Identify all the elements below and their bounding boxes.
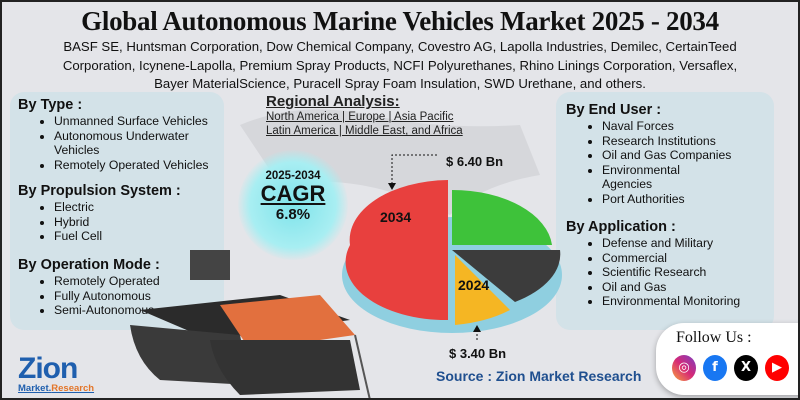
- segment-heading: By Application :: [566, 219, 676, 235]
- cagr-value: 6.8%: [275, 206, 311, 223]
- segment-item: Semi-Autonomous: [54, 303, 160, 318]
- follow-us-label: Follow Us :: [676, 329, 752, 346]
- segment-heading: By Operation Mode :: [18, 257, 160, 273]
- companies-line: BASF SE, Huntsman Corporation, Dow Chemi…: [63, 39, 737, 54]
- source-text: Source : Zion Market Research: [436, 368, 642, 384]
- pie-slice-2024: [455, 255, 510, 325]
- youtube-icon[interactable]: ▶: [765, 355, 789, 381]
- facebook-icon[interactable]: f: [703, 355, 727, 381]
- segment-item: Electric: [54, 200, 181, 215]
- segment-item: Hybrid: [54, 215, 181, 230]
- year-2024-label: 2024: [458, 277, 489, 293]
- boat-image: [130, 250, 371, 400]
- cagr-period: 2025-2034: [265, 170, 321, 182]
- segment-by-end-user: By End User : Naval Forces Research Inst…: [566, 102, 762, 207]
- segment-item: Remotely Operated Vehicles: [54, 158, 224, 173]
- segment-by-operation-mode: By Operation Mode : Remotely Operated Fu…: [18, 257, 160, 318]
- region-line: Latin America | Middle East, and Africa: [266, 125, 463, 137]
- market-pie: 2034 2024: [342, 154, 562, 340]
- logo-name: Zion: [18, 352, 78, 385]
- segments-left-panel: [10, 92, 224, 330]
- companies-line: Corporation, Icynene-Lapolla, Premium Sp…: [62, 57, 738, 73]
- region-heading: Regional Analysis:: [266, 93, 400, 110]
- segment-item: Unmanned Surface Vehicles: [54, 114, 224, 129]
- segment-item: Research Institutions: [602, 134, 762, 149]
- segment-heading: By End User :: [566, 102, 662, 118]
- segment-item: Remotely Operated: [54, 274, 160, 289]
- segment-item: Commercial: [602, 251, 740, 266]
- segment-item: Fully Autonomous: [54, 289, 160, 304]
- pie-slice-green: [452, 189, 552, 245]
- segment-by-application: By Application : Defense and Military Co…: [566, 219, 740, 309]
- pie-slice-dark: [452, 250, 561, 302]
- region-line: North America | Europe | Asia Pacific: [266, 111, 454, 123]
- segment-item: Defense and Military: [602, 236, 740, 251]
- x-icon[interactable]: X: [734, 355, 758, 381]
- segment-by-propulsion: By Propulsion System : Electric Hybrid F…: [18, 183, 181, 244]
- page-title: Global Autonomous Marine Vehicles Market…: [81, 6, 719, 36]
- value-2024: $ 3.40 Bn: [449, 346, 507, 361]
- companies-list: BASF SE, Huntsman Corporation, Dow Chemi…: [20, 38, 780, 94]
- zion-logo: Zion Market.Research: [18, 352, 95, 395]
- segment-by-type: By Type : Unmanned Surface Vehicles Auto…: [18, 97, 224, 172]
- segment-item: Environmental Agencies: [602, 163, 692, 192]
- cagr-label: CAGR: [260, 181, 326, 206]
- segment-item: Port Authorities: [602, 192, 762, 207]
- cagr-badge: 2025-2034 CAGR 6.8%: [238, 150, 348, 260]
- segment-item: Environmental Monitoring: [602, 294, 740, 309]
- segment-heading: By Propulsion System :: [18, 183, 181, 199]
- companies-line: Bayer MaterialScience, Puracell Spray Fo…: [154, 76, 646, 91]
- segment-heading: By Type :: [18, 97, 83, 113]
- segment-item: Fuel Cell: [54, 229, 181, 244]
- value-2034: $ 6.40 Bn: [446, 154, 504, 169]
- segment-item: Oil and Gas Companies: [602, 148, 762, 163]
- pie-slice-2034: [345, 180, 448, 321]
- logo-sub: Market.Research: [18, 383, 95, 394]
- instagram-icon[interactable]: ◎: [672, 355, 696, 381]
- segment-item: Scientific Research: [602, 265, 740, 280]
- follow-us-card: Follow Us : ◎ f X ▶: [656, 323, 800, 395]
- regional-analysis: Regional Analysis: North America | Europ…: [266, 93, 463, 138]
- segment-item: Naval Forces: [602, 119, 762, 134]
- year-2034-label: 2034: [380, 209, 411, 225]
- segments-right-panel: [556, 92, 774, 330]
- segment-item: Oil and Gas: [602, 280, 740, 295]
- segment-item: Autonomous Underwater Vehicles: [54, 129, 224, 158]
